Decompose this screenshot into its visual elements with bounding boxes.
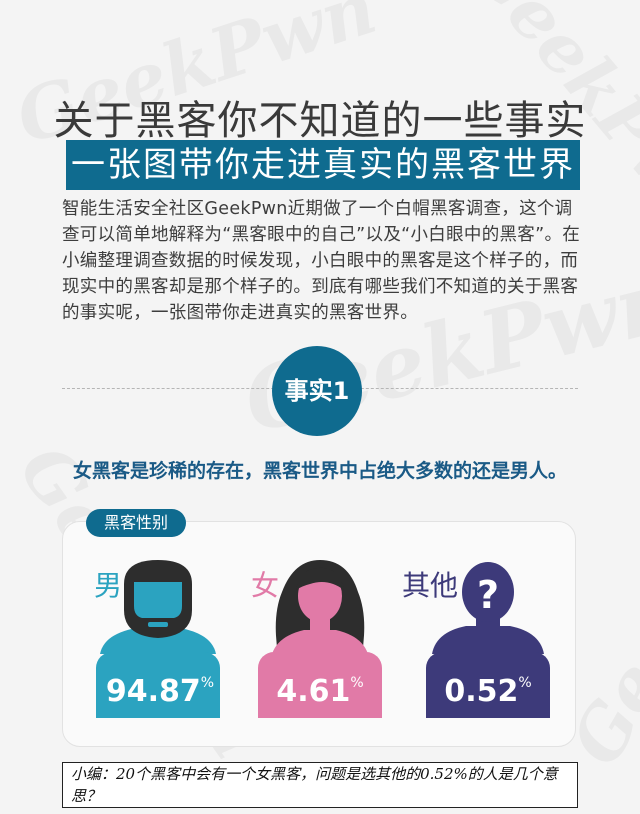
stat-other: 0.52% — [426, 674, 550, 709]
page-title: 关于黑客你不知道的一些事实 — [53, 98, 587, 144]
page-subtitle: 一张图带你走进真实的黑客世界 — [66, 140, 580, 190]
gender-label-other: 其他 — [402, 569, 459, 602]
fact-badge: 事实1 — [272, 346, 362, 436]
stat-value: 0.52 — [444, 674, 519, 709]
fact-statement: 女黑客是珍稀的存在，黑客世界中占绝大多数的还是男人。 — [72, 460, 567, 482]
intro-paragraph: 智能生活安全社区GeekPwn近期做了一个白帽黑客调查，这个调查可以简单地解释为… — [62, 199, 581, 323]
stat-panel-male — [96, 652, 220, 718]
stat-unit: % — [518, 675, 532, 691]
stat-unit: % — [350, 675, 364, 691]
female-hacker-icon — [272, 560, 368, 654]
stat-unit: % — [200, 675, 215, 691]
gender-label-male: 男 — [94, 569, 123, 602]
stat-value: 4.61 — [276, 674, 351, 709]
stat-male: 94.87% — [98, 674, 222, 709]
male-hacker-icon — [100, 560, 216, 654]
editor-note: 小编：20个黑客中会有一个女黑客，问题是选其他的0.52%的人是几个意思？ — [62, 762, 578, 808]
gender-card-tab: 黑客性别 — [86, 509, 186, 537]
stat-panel-other — [426, 652, 550, 718]
unknown-person-icon: ? — [432, 562, 544, 654]
stat-value: 94.87 — [105, 674, 201, 709]
stat-panel-female — [258, 652, 382, 718]
gender-label-female: 女 — [251, 569, 280, 602]
svg-text:?: ? — [477, 573, 499, 617]
stat-female: 4.61% — [258, 674, 382, 709]
